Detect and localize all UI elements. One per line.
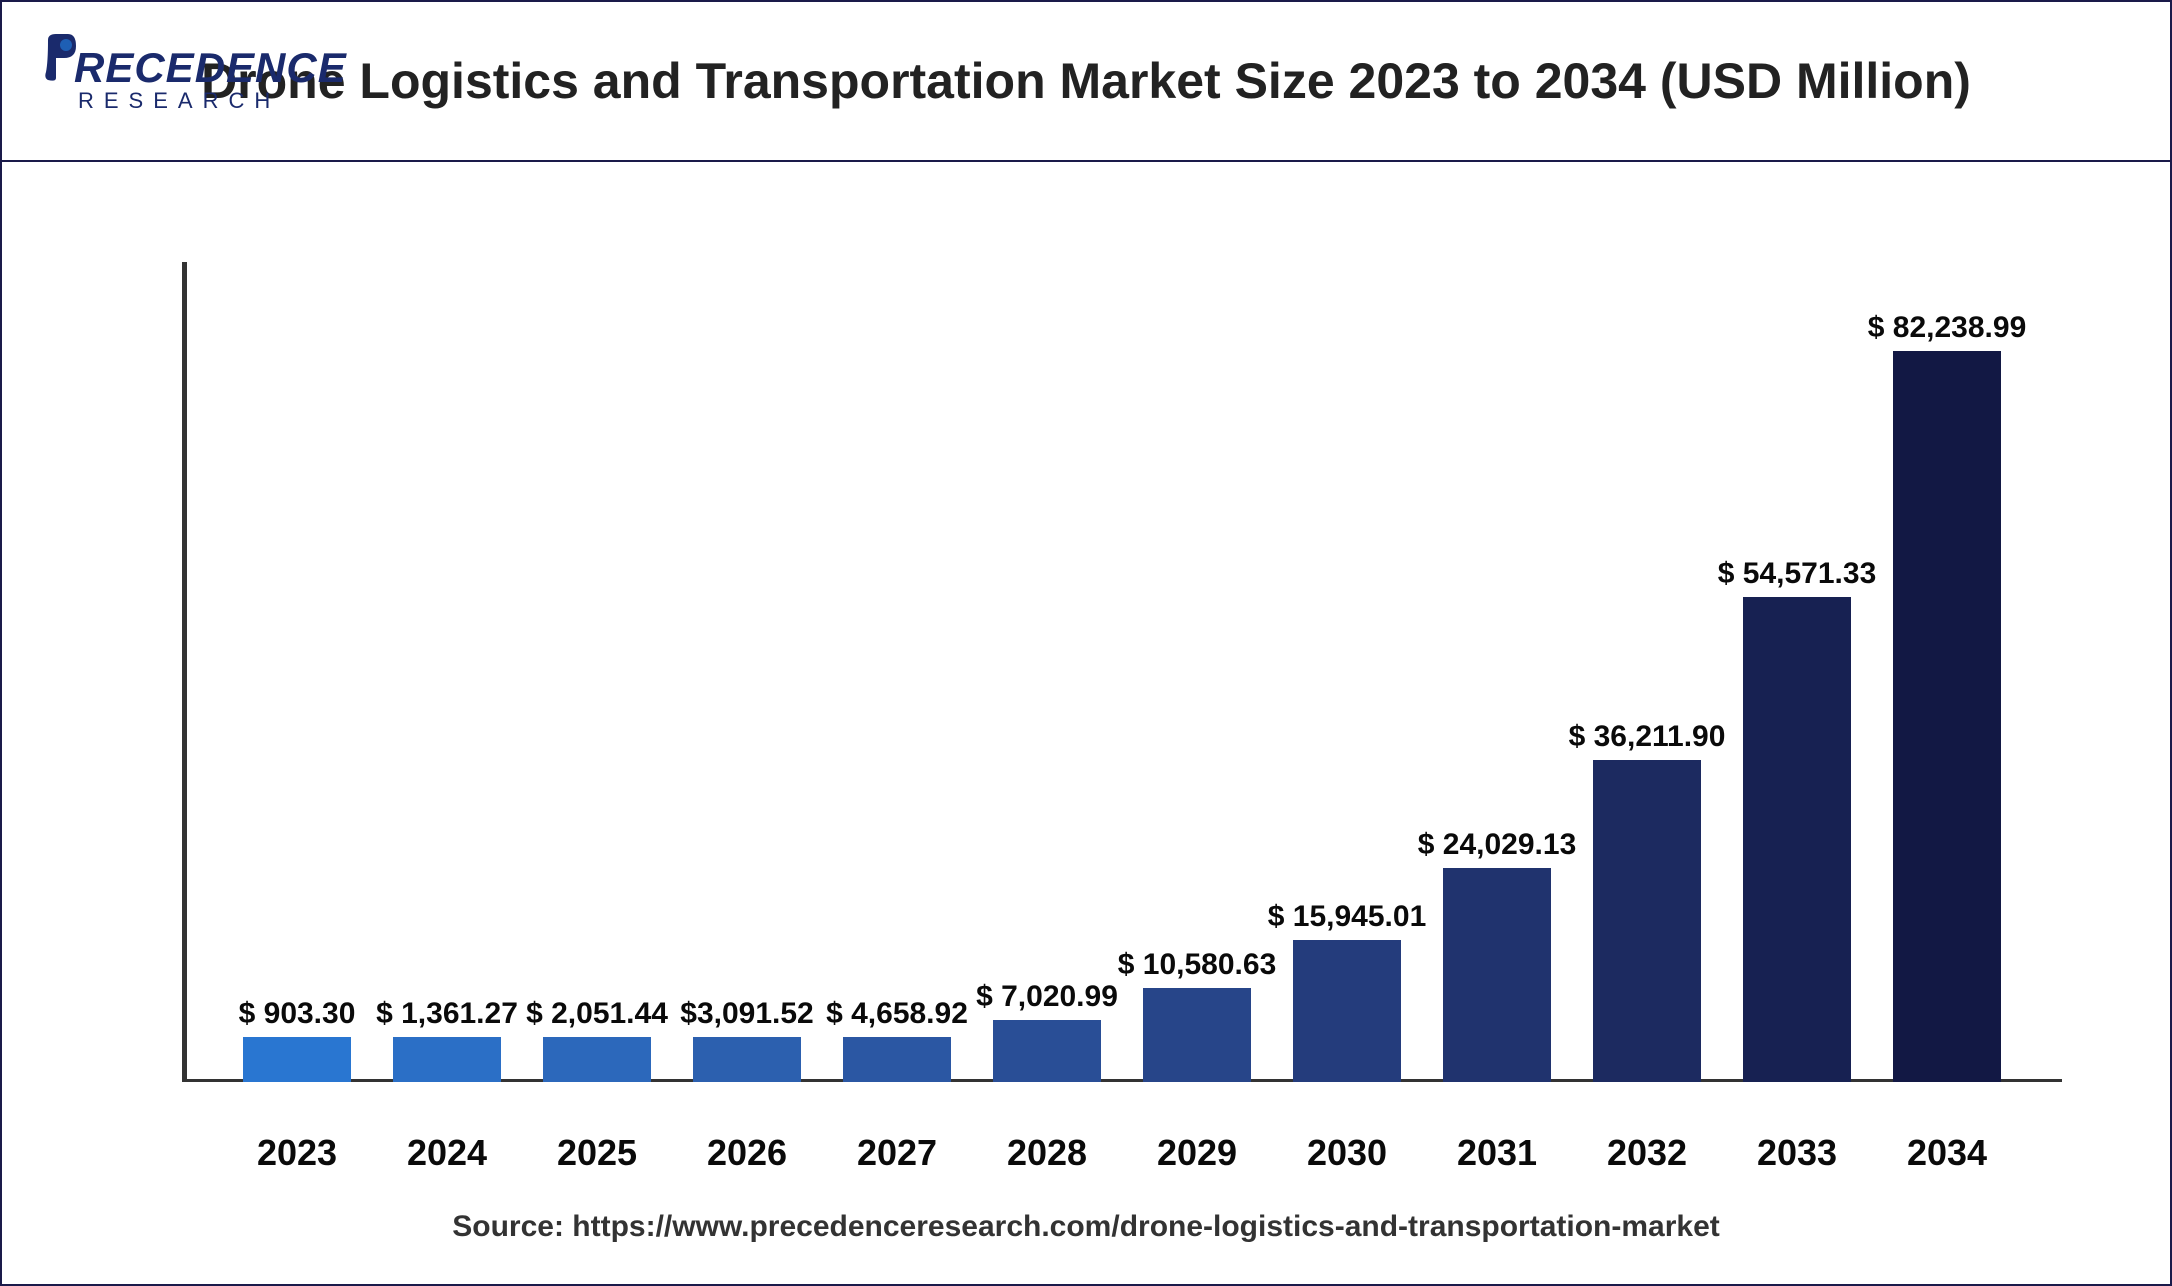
- bar: [1443, 868, 1551, 1082]
- x-axis-label: 2033: [1722, 1132, 1872, 1174]
- x-axis-label: 2030: [1272, 1132, 1422, 1174]
- chart-frame: RECEDENCE RESEARCH Drone Logistics and T…: [0, 0, 2172, 1286]
- x-axis-labels: 2023202420252026202720282029203020312032…: [182, 1132, 2062, 1174]
- bar: [1893, 351, 2001, 1082]
- bar-group: $ 36,211.90: [1572, 720, 1722, 1082]
- bar-value-label: $ 24,029.13: [1418, 828, 1576, 862]
- x-axis-label: 2025: [522, 1132, 672, 1174]
- bar-group: $ 903.30: [222, 997, 372, 1082]
- bar-group: $ 82,238.99: [1872, 311, 2022, 1082]
- bar-group: $ 15,945.01: [1272, 900, 1422, 1082]
- bar: [243, 1037, 351, 1082]
- bar: [393, 1037, 501, 1082]
- x-axis-label: 2031: [1422, 1132, 1572, 1174]
- bar: [993, 1020, 1101, 1082]
- bar-group: $ 24,029.13: [1422, 828, 1572, 1082]
- x-axis-label: 2028: [972, 1132, 1122, 1174]
- brand-subtitle: RESEARCH: [78, 88, 280, 114]
- bar-group: $ 2,051.44: [522, 997, 672, 1082]
- brand-logo: RECEDENCE RESEARCH: [42, 32, 347, 114]
- logo-top-row: RECEDENCE: [42, 32, 347, 92]
- x-axis-label: 2027: [822, 1132, 972, 1174]
- bar: [843, 1037, 951, 1082]
- bar-group: $ 1,361.27: [372, 997, 522, 1082]
- x-axis-label: 2032: [1572, 1132, 1722, 1174]
- bar-group: $ 54,571.33: [1722, 557, 1872, 1082]
- header: RECEDENCE RESEARCH Drone Logistics and T…: [2, 2, 2170, 162]
- bar-value-label: $ 54,571.33: [1718, 557, 1876, 591]
- bar: [693, 1037, 801, 1082]
- bar-value-label: $ 4,658.92: [826, 997, 968, 1031]
- logo-p-icon: [42, 32, 78, 82]
- x-axis-label: 2034: [1872, 1132, 2022, 1174]
- bar-value-label: $3,091.52: [680, 997, 813, 1031]
- bar: [1293, 940, 1401, 1082]
- bar: [1593, 760, 1701, 1082]
- bar-value-label: $ 15,945.01: [1268, 900, 1426, 934]
- bar-value-label: $ 903.30: [239, 997, 356, 1031]
- x-axis-label: 2026: [672, 1132, 822, 1174]
- bar-value-label: $ 2,051.44: [526, 997, 668, 1031]
- chart-plot-area: $ 903.30 $ 1,361.27$ 2,051.44 $3,091.52 $ 4…: [182, 262, 2062, 1082]
- bar-group: $3,091.52: [672, 997, 822, 1082]
- bar-group: $ 7,020.99: [972, 980, 1122, 1082]
- bar-value-label: $ 1,361.27: [376, 997, 518, 1031]
- bars-container: $ 903.30 $ 1,361.27$ 2,051.44 $3,091.52 $ 4…: [182, 262, 2062, 1082]
- x-axis-label: 2029: [1122, 1132, 1272, 1174]
- bar-value-label: $ 82,238.99: [1868, 311, 2026, 345]
- x-axis-label: 2023: [222, 1132, 372, 1174]
- bar-value-label: $ 36,211.90: [1569, 720, 1726, 754]
- bar: [1743, 597, 1851, 1082]
- bar-group: $ 10,580.63: [1122, 948, 1272, 1082]
- bar-value-label: $ 10,580.63: [1118, 948, 1276, 982]
- brand-name: RECEDENCE: [74, 44, 347, 92]
- bar-group: $ 4,658.92: [822, 997, 972, 1082]
- bar: [1143, 988, 1251, 1082]
- x-axis-label: 2024: [372, 1132, 522, 1174]
- bar: [543, 1037, 651, 1082]
- source-citation: Source: https://www.precedenceresearch.c…: [2, 1210, 2170, 1244]
- bar-value-label: $ 7,020.99: [976, 980, 1118, 1014]
